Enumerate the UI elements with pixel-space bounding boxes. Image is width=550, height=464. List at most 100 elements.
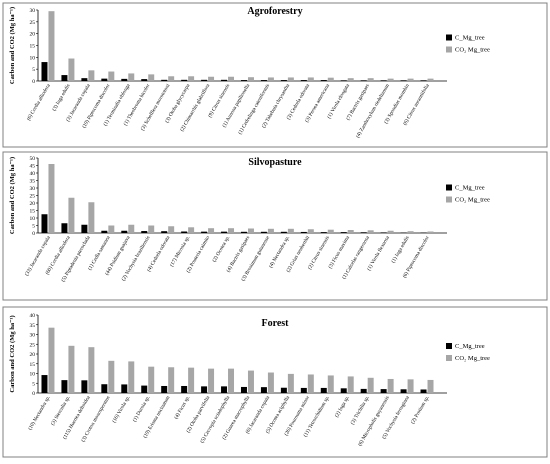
legend-label-c: C_Mg_tree bbox=[455, 35, 485, 42]
bar-co2-mg-tree bbox=[68, 346, 74, 393]
bar-co2-mg-tree bbox=[308, 77, 314, 81]
bar-c-mg-tree bbox=[81, 380, 87, 393]
bar-c-mg-tree bbox=[401, 389, 407, 393]
bar-c-mg-tree bbox=[81, 78, 87, 81]
legend-label-c: C_Mg_tree bbox=[455, 343, 485, 350]
bar-co2-mg-tree bbox=[308, 229, 314, 233]
y-tick-label: 5 bbox=[32, 381, 35, 387]
legend-swatch-co2 bbox=[446, 47, 452, 53]
y-tick-label: 45 bbox=[30, 164, 36, 170]
bar-c-mg-tree bbox=[181, 232, 187, 234]
legend-label-c: C_Mg_tree bbox=[455, 185, 485, 192]
bar-c-mg-tree bbox=[61, 223, 67, 233]
y-tick-label: 35 bbox=[30, 323, 36, 329]
chart-title: Silvopasture bbox=[248, 157, 302, 168]
bar-co2-mg-tree bbox=[428, 79, 434, 81]
bar-c-mg-tree bbox=[321, 80, 327, 81]
y-tick-label: 20 bbox=[30, 201, 36, 207]
bar-c-mg-tree bbox=[181, 80, 187, 81]
y-tick-label: 50 bbox=[30, 156, 36, 162]
bar-c-mg-tree bbox=[241, 232, 247, 233]
bar-co2-mg-tree bbox=[108, 72, 114, 81]
bar-co2-mg-tree bbox=[248, 371, 254, 393]
bar-c-mg-tree bbox=[141, 386, 147, 393]
bar-c-mg-tree bbox=[81, 225, 87, 233]
bar-co2-mg-tree bbox=[368, 78, 374, 81]
bar-co2-mg-tree bbox=[268, 229, 274, 233]
bar-c-mg-tree bbox=[281, 80, 287, 81]
bar-co2-mg-tree bbox=[208, 77, 214, 81]
y-tick-label: 15 bbox=[30, 44, 36, 50]
bar-c-mg-tree bbox=[341, 80, 347, 81]
bar-c-mg-tree bbox=[121, 384, 127, 393]
bar-c-mg-tree bbox=[341, 232, 347, 233]
bar-co2-mg-tree bbox=[68, 198, 74, 233]
y-axis-label: Carbon and CO2 (Mg ha⁻¹) bbox=[9, 315, 16, 392]
bar-co2-mg-tree bbox=[168, 76, 174, 81]
y-tick-label: 25 bbox=[30, 194, 36, 200]
bar-c-mg-tree bbox=[361, 232, 367, 233]
bar-co2-mg-tree bbox=[168, 367, 174, 393]
bar-co2-mg-tree bbox=[348, 230, 354, 233]
bar-c-mg-tree bbox=[141, 79, 147, 81]
legend-swatch-c bbox=[446, 185, 452, 191]
bar-c-mg-tree bbox=[161, 80, 167, 81]
y-tick-label: 30 bbox=[30, 333, 36, 339]
bar-c-mg-tree bbox=[41, 375, 47, 393]
bar-co2-mg-tree bbox=[228, 77, 234, 81]
bar-c-mg-tree bbox=[61, 75, 67, 81]
bar-c-mg-tree bbox=[41, 62, 47, 81]
bar-c-mg-tree bbox=[301, 232, 307, 233]
bar-c-mg-tree bbox=[261, 387, 267, 393]
legend-swatch-c bbox=[446, 35, 452, 41]
bar-c-mg-tree bbox=[61, 380, 67, 393]
bar-co2-mg-tree bbox=[48, 11, 54, 81]
y-tick-label: 30 bbox=[30, 8, 36, 14]
y-tick-label: 0 bbox=[32, 391, 35, 397]
bar-co2-mg-tree bbox=[408, 379, 414, 393]
y-tick-label: 40 bbox=[30, 171, 36, 177]
bar-c-mg-tree bbox=[421, 80, 427, 81]
y-tick-label: 5 bbox=[32, 67, 35, 73]
bar-co2-mg-tree bbox=[348, 376, 354, 393]
bar-co2-mg-tree bbox=[128, 361, 134, 393]
y-axis-label: Carbon and CO2 (Mg ha⁻¹) bbox=[9, 7, 16, 84]
bar-co2-mg-tree bbox=[208, 369, 214, 393]
bar-co2-mg-tree bbox=[268, 373, 274, 393]
bar-co2-mg-tree bbox=[228, 369, 234, 393]
bar-co2-mg-tree bbox=[208, 228, 214, 233]
y-tick-label: 15 bbox=[30, 209, 36, 215]
bar-co2-mg-tree bbox=[228, 228, 234, 233]
bar-c-mg-tree bbox=[281, 388, 287, 393]
bar-co2-mg-tree bbox=[48, 328, 54, 393]
bar-co2-mg-tree bbox=[408, 79, 414, 81]
bar-c-mg-tree bbox=[401, 80, 407, 81]
bar-c-mg-tree bbox=[241, 80, 247, 81]
bar-c-mg-tree bbox=[101, 79, 107, 81]
bar-co2-mg-tree bbox=[248, 77, 254, 81]
bar-c-mg-tree bbox=[221, 80, 227, 81]
bar-co2-mg-tree bbox=[88, 347, 94, 393]
bar-co2-mg-tree bbox=[188, 368, 194, 393]
bar-c-mg-tree bbox=[201, 232, 207, 233]
bar-co2-mg-tree bbox=[308, 374, 314, 393]
bar-c-mg-tree bbox=[181, 386, 187, 393]
bar-co2-mg-tree bbox=[328, 375, 334, 393]
y-tick-label: 10 bbox=[30, 216, 36, 222]
bar-c-mg-tree bbox=[121, 79, 127, 81]
bar-co2-mg-tree bbox=[428, 232, 434, 234]
bar-c-mg-tree bbox=[141, 231, 147, 233]
bar-co2-mg-tree bbox=[188, 76, 194, 81]
bar-co2-mg-tree bbox=[128, 73, 134, 81]
bar-c-mg-tree bbox=[381, 232, 387, 233]
legend-swatch-co2 bbox=[446, 355, 452, 361]
bar-c-mg-tree bbox=[241, 387, 247, 393]
bar-co2-mg-tree bbox=[128, 225, 134, 233]
bar-co2-mg-tree bbox=[148, 367, 154, 393]
bar-co2-mg-tree bbox=[408, 231, 414, 233]
bar-co2-mg-tree bbox=[88, 202, 94, 233]
bar-c-mg-tree bbox=[121, 231, 127, 233]
bar-co2-mg-tree bbox=[388, 379, 394, 393]
